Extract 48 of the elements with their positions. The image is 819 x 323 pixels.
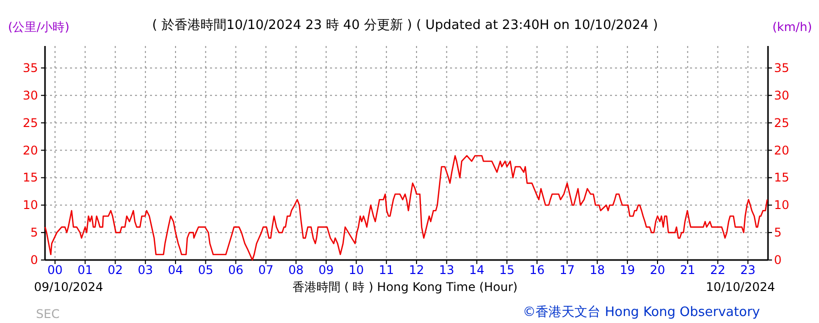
y-tick-label: 5	[30, 226, 38, 240]
x-tick-label: 04	[168, 263, 184, 277]
x-tick-label: 14	[469, 263, 484, 277]
text: SEC	[36, 307, 60, 321]
x-tick-label: 18	[590, 263, 605, 277]
x-tick-label: 06	[228, 263, 244, 277]
x-tick-label: 01	[78, 263, 93, 277]
x-tick-label: 08	[288, 263, 304, 277]
y-tick-label: 0	[30, 253, 38, 267]
y-tick-label: 15	[22, 170, 38, 185]
x-tick-label: 21	[680, 263, 696, 277]
y2-tick-label: 10	[774, 198, 790, 212]
x-tick-label: 20	[650, 263, 666, 277]
y2-tick-label: 15	[774, 170, 790, 185]
x-tick-label: 15	[499, 263, 515, 277]
y-tick-label: 20	[22, 143, 38, 158]
x-tick-label: 17	[560, 263, 575, 277]
x-tick-label: 23	[740, 263, 756, 277]
x-tick-label: 19	[620, 263, 636, 277]
text: ©香港天文台 Hong Kong Observatory	[522, 305, 760, 320]
y2-axis-title: (km/h)	[772, 20, 812, 34]
x-tick-label: 02	[108, 263, 123, 277]
x-tick-label: 12	[408, 263, 424, 277]
y2-tick-label: 25	[774, 116, 790, 130]
y2-tick-label: 35	[774, 60, 790, 75]
x-tick-label: 00	[47, 263, 63, 277]
x-tick-label: 09	[318, 263, 334, 277]
y2-tick-label: 0	[774, 253, 782, 267]
y2-tick-label: 30	[774, 88, 790, 102]
y-tick-label: 10	[22, 198, 38, 212]
chart-title: ( 於香港時間10/10/2024 23 時 40 分更新 ) ( Updated at 23:40H on 10/10/2024 )	[152, 18, 658, 33]
x-tick-label: 05	[198, 263, 214, 277]
x-tick-label: 22	[710, 263, 726, 277]
x-axis-title: 香港時間 ( 時 ) Hong Kong Time (Hour)	[292, 280, 518, 294]
text: 10/10/2024	[706, 280, 775, 294]
y-tick-label: 30	[22, 88, 38, 102]
y-tick-label: 35	[22, 60, 38, 75]
x-tick-label: 03	[138, 263, 154, 277]
x-tick-label: 10	[348, 263, 364, 277]
y2-tick-label: 5	[774, 226, 782, 240]
x-tick-label: 11	[378, 263, 394, 277]
text: 09/10/2024	[34, 280, 104, 294]
y-tick-label: 25	[22, 116, 38, 130]
y2-tick-label: 20	[774, 143, 790, 158]
x-tick-label: 07	[258, 263, 274, 277]
x-tick-label: 16	[529, 263, 545, 277]
y-axis-title: (公里/小時)	[8, 20, 70, 34]
x-tick-label: 13	[439, 263, 454, 277]
